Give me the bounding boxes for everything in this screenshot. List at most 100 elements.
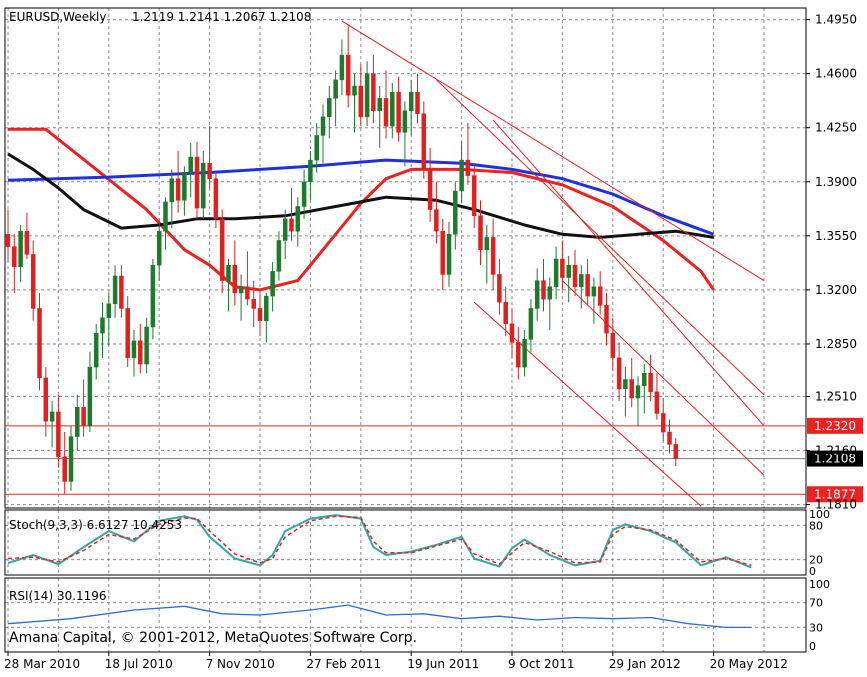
candle: [629, 357, 634, 408]
rsi-title: RSI(14) 30.1196: [9, 589, 107, 603]
candle: [18, 225, 23, 283]
support-level-label: 1.1877: [814, 487, 856, 501]
support-level-tag: [807, 486, 863, 503]
support-level-label: 1.2320: [814, 419, 856, 433]
price-tick-label: 1.3900: [815, 175, 857, 189]
candle: [371, 55, 376, 124]
candle: [201, 150, 206, 219]
candle: [238, 274, 244, 321]
candle-body: [188, 156, 193, 173]
candle: [270, 262, 275, 312]
candle-body: [100, 317, 105, 334]
candle-body: [37, 308, 42, 379]
candle-body: [591, 286, 597, 297]
candle-body: [585, 274, 590, 297]
candle-body: [667, 431, 672, 445]
candle-body: [434, 209, 439, 232]
candle-body: [24, 230, 30, 255]
candle: [352, 73, 357, 133]
chart-symbol: EURUSD,Weekly: [9, 10, 106, 24]
candle-body: [87, 366, 93, 427]
candle: [446, 221, 452, 287]
candle: [308, 150, 313, 201]
candle: [553, 246, 559, 300]
candle: [245, 251, 250, 306]
candle: [673, 438, 679, 466]
candle-body: [509, 323, 515, 343]
candle-body: [352, 85, 357, 96]
candle: [49, 401, 55, 448]
chart-ohlc: 1.2119 1.2141 1.2067 1.2108: [132, 10, 311, 24]
candle-body: [194, 156, 200, 209]
candle-body: [623, 379, 628, 390]
candle-body: [156, 230, 162, 266]
candle: [453, 181, 458, 250]
candle-body: [276, 240, 282, 272]
candle-body: [207, 162, 212, 179]
candle-body: [522, 339, 527, 368]
candle: [459, 141, 464, 204]
candle: [75, 394, 80, 451]
candle-body: [68, 436, 74, 482]
price-tick-label: 1.4950: [815, 13, 857, 27]
trendline-t4: [473, 301, 702, 507]
candle: [251, 280, 256, 327]
candle-body: [478, 215, 483, 250]
candle: [138, 323, 143, 374]
candle-body: [308, 159, 313, 183]
price-tick-label: 1.2850: [815, 337, 857, 351]
candle: [471, 163, 477, 229]
candle-body: [289, 218, 294, 232]
candlesticks: [5, 24, 679, 494]
candle: [93, 323, 99, 380]
candle-body: [446, 234, 452, 275]
candle-body: [75, 407, 80, 437]
candle-body: [119, 275, 124, 309]
candle-body: [610, 332, 616, 359]
candle-body: [12, 246, 17, 267]
candle: [572, 249, 578, 297]
rsi-line: [7, 604, 752, 629]
candle-body: [465, 159, 471, 176]
candle: [364, 61, 370, 127]
candle: [579, 265, 584, 309]
candle-body: [320, 116, 326, 136]
candle: [427, 147, 433, 222]
candle: [585, 259, 590, 306]
candle: [188, 143, 193, 198]
candle: [232, 240, 238, 306]
candle-body: [377, 98, 382, 111]
candle-body: [654, 391, 660, 414]
candle-body: [490, 237, 496, 275]
current-price-tag: [807, 450, 863, 467]
candle-body: [5, 234, 11, 247]
panel-frame: [4, 577, 807, 653]
candle: [604, 292, 609, 346]
candle: [503, 286, 508, 337]
candle-body: [516, 342, 521, 368]
candle-body: [345, 54, 351, 96]
candle-body: [314, 135, 319, 161]
candle-body: [49, 411, 55, 422]
price-tick-label: 1.2160: [815, 444, 857, 458]
watermark: Amana Capital, © 2001-2012, MetaQuotes S…: [9, 630, 417, 646]
candle-body: [182, 172, 187, 201]
time-tick-label: 19 Jun 2011: [407, 657, 479, 671]
candle: [434, 181, 439, 244]
candle: [440, 218, 445, 290]
candle-body: [226, 264, 231, 281]
candle-body: [390, 91, 395, 127]
candle-body: [408, 91, 414, 111]
candle-body: [150, 264, 156, 328]
time-tick-label: 9 Oct 2011: [508, 657, 575, 671]
candle-body: [459, 159, 464, 192]
candle-body: [81, 407, 86, 427]
stochastic-signal-line: [7, 515, 752, 567]
candle-body: [364, 73, 370, 118]
candle-body: [62, 456, 67, 482]
time-tick-label: 27 Feb 2011: [306, 657, 381, 671]
candle: [30, 240, 36, 321]
candle: [163, 197, 168, 250]
candle: [597, 271, 603, 315]
